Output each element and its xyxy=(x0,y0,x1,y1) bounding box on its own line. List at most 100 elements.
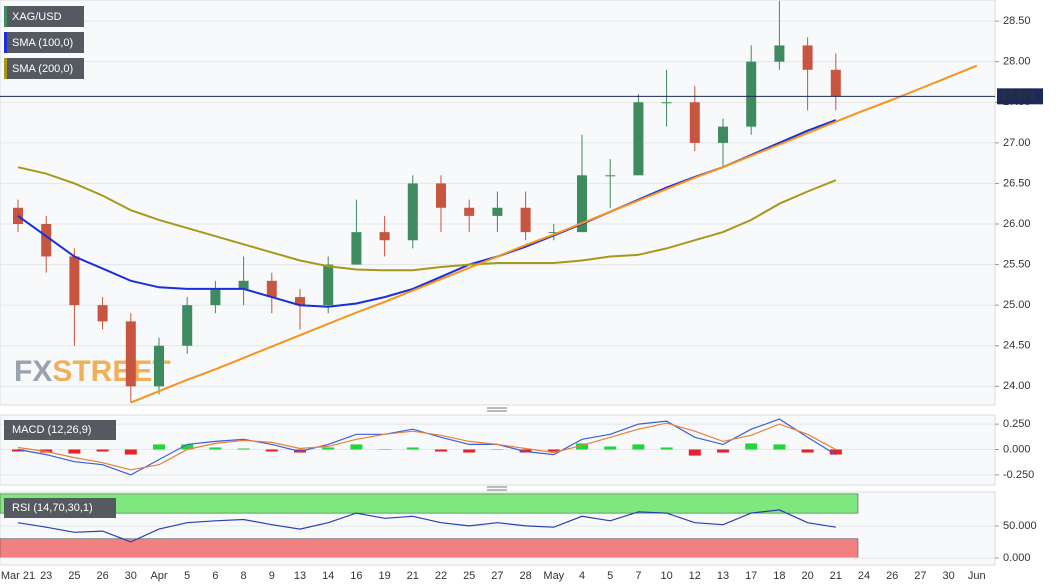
histogram-bar xyxy=(124,449,137,455)
histogram-bar xyxy=(745,443,758,450)
x-tick-label: 17 xyxy=(745,570,757,582)
candle-body xyxy=(802,45,813,70)
panel-title: RSI (14,70,30,1) xyxy=(12,502,93,514)
y-tick-label: 28.50 xyxy=(1003,15,1031,27)
y-tick-label: 50.000 xyxy=(1003,520,1037,532)
histogram-bar xyxy=(547,449,560,452)
histogram-bar xyxy=(12,449,24,452)
candle-body xyxy=(830,69,841,97)
x-tick-label: 28 xyxy=(519,570,531,582)
y-tick-label: 24.50 xyxy=(1003,340,1031,352)
x-tick-label: 27 xyxy=(914,570,926,582)
histogram-bar xyxy=(209,447,222,450)
x-tick-label: 21 xyxy=(830,570,842,582)
x-tick-label: 18 xyxy=(773,570,785,582)
x-tick-label: 4 xyxy=(579,570,585,582)
candle-body xyxy=(154,345,164,387)
candle-body xyxy=(407,183,418,241)
x-tick-label: 5 xyxy=(184,570,190,582)
y-tick-label: 0.000 xyxy=(1003,443,1031,455)
legend-box xyxy=(4,6,84,27)
candle-body xyxy=(69,256,80,306)
candle-body xyxy=(548,232,559,234)
histogram-bar xyxy=(96,449,109,452)
candle-body xyxy=(577,175,587,233)
x-tick-label: 24 xyxy=(858,570,870,582)
y-tick-label: 0.000 xyxy=(1003,552,1031,564)
y-tick-label: 25.00 xyxy=(1003,299,1031,311)
y-tick-label: 0.250 xyxy=(1003,418,1031,430)
candle-body xyxy=(464,207,475,216)
y-tick-label: 26.00 xyxy=(1003,218,1031,230)
candle-body xyxy=(13,207,23,225)
x-tick-label: Mar 21 xyxy=(1,570,35,582)
candle-body xyxy=(689,102,700,143)
x-tick-label: 26 xyxy=(96,570,108,582)
candle-body xyxy=(520,207,531,233)
histogram-bar xyxy=(237,448,250,450)
plot-layer: 24.0024.5025.0025.5026.0026.5027.0027.50… xyxy=(0,0,1043,582)
line-series xyxy=(130,64,978,404)
rsi-band xyxy=(0,493,859,514)
x-tick-label: 19 xyxy=(378,570,390,582)
legend-box xyxy=(4,58,84,79)
candle-body xyxy=(661,102,672,104)
candle-body xyxy=(746,61,757,127)
x-tick-label: 23 xyxy=(40,570,52,582)
y-tick-label: 25.50 xyxy=(1003,258,1031,270)
x-tick-label: 22 xyxy=(435,570,447,582)
y-tick-label: 26.50 xyxy=(1003,177,1031,189)
x-tick-label: 16 xyxy=(350,570,362,582)
x-tick-label: 7 xyxy=(635,570,641,582)
histogram-bar xyxy=(406,447,419,450)
histogram-bar xyxy=(181,444,194,450)
candle-body xyxy=(436,183,446,208)
histogram-bar xyxy=(829,449,842,455)
x-tick-label: 13 xyxy=(717,570,729,582)
histogram-bar xyxy=(350,444,363,450)
candle-body xyxy=(125,321,136,387)
x-tick-label: 6 xyxy=(212,570,218,582)
line-series xyxy=(17,422,837,471)
candle-body xyxy=(295,297,305,306)
legend-swatch xyxy=(4,6,7,27)
histogram-bar xyxy=(632,444,645,450)
x-tick-label: 14 xyxy=(322,570,334,582)
candle-body xyxy=(379,232,390,241)
candle-body xyxy=(718,126,728,143)
histogram-bar xyxy=(604,446,617,450)
y-tick-label: 28.00 xyxy=(1003,56,1031,68)
legend-swatch xyxy=(4,32,7,53)
x-tick-label: 26 xyxy=(886,570,898,582)
line-series xyxy=(17,166,837,272)
legend-label: XAG/USD xyxy=(12,11,62,23)
histogram-bar xyxy=(378,449,391,450)
x-tick-label: 25 xyxy=(68,570,80,582)
panel-grip xyxy=(487,407,507,491)
x-tick-label: May xyxy=(543,570,564,582)
histogram-bar xyxy=(717,449,729,453)
candle-body xyxy=(238,280,249,289)
x-tick-label: 12 xyxy=(689,570,701,582)
last-price-badge xyxy=(997,88,1043,105)
legend-box xyxy=(4,32,84,53)
histogram-bar xyxy=(322,447,335,450)
candle-body xyxy=(41,224,52,257)
candle-body xyxy=(182,305,193,346)
histogram-bar xyxy=(463,449,476,453)
x-tick-label: 21 xyxy=(407,570,419,582)
x-tick-label: 27 xyxy=(491,570,503,582)
legend-swatch xyxy=(4,58,7,79)
watermark-part: STREET xyxy=(52,355,170,388)
last-price-label: 27.573 xyxy=(1001,90,1035,102)
line-series xyxy=(17,509,836,543)
histogram-bar xyxy=(68,449,81,454)
x-tick-label: 30 xyxy=(125,570,137,582)
candle-body xyxy=(266,280,277,298)
histogram-bar xyxy=(801,449,814,453)
candle-body xyxy=(351,232,362,265)
panel-title-box xyxy=(4,420,116,440)
histogram-bar xyxy=(773,444,786,450)
y-tick-label: 27.00 xyxy=(1003,137,1031,149)
